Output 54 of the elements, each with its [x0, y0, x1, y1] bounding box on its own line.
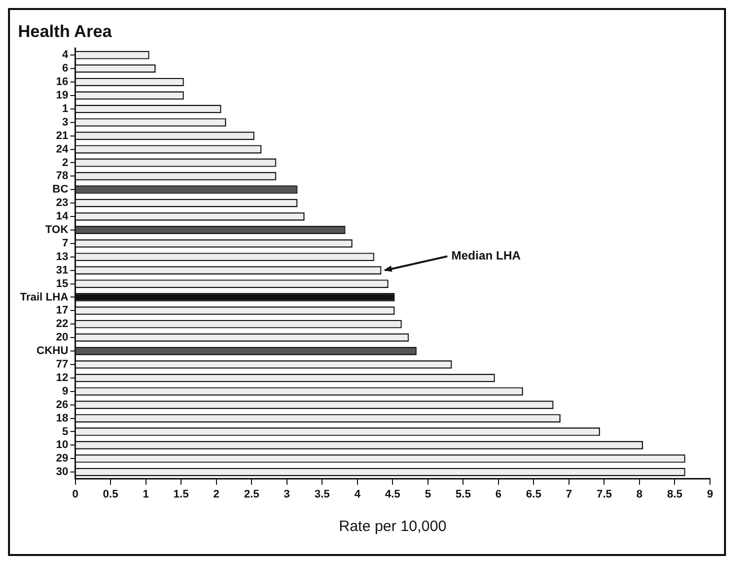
- x-tick-label: 9: [706, 488, 714, 500]
- y-tick-label: 78: [56, 170, 68, 182]
- y-tick-label: 23: [56, 197, 68, 210]
- x-tick-label: 4: [354, 488, 362, 500]
- y-tick-label: 22: [56, 318, 68, 330]
- x-tick-label: 1: [142, 488, 149, 500]
- x-tick-label: 1.5: [173, 488, 189, 500]
- y-tick-label: 15: [56, 278, 68, 290]
- y-tick-label: 12: [56, 372, 68, 384]
- y-tick-label: 1: [62, 102, 68, 115]
- y-tick-label: 4: [62, 49, 70, 62]
- y-tick-label: CKHU: [36, 345, 68, 358]
- x-tick-label: 5: [424, 488, 431, 500]
- y-tick-label: 17: [56, 304, 68, 317]
- x-tick-label: 2.5: [244, 488, 260, 500]
- x-tick-label: 7: [566, 488, 572, 500]
- x-axis-title: Rate per 10,000: [338, 518, 446, 536]
- y-tick-label: 14: [56, 210, 70, 223]
- y-tick-label: 24: [56, 143, 70, 156]
- y-tick-label: 29: [56, 452, 68, 465]
- y-tick-label: BC: [52, 184, 68, 196]
- x-tick-label: 5.5: [456, 488, 471, 500]
- y-tick-label: 9: [62, 385, 68, 398]
- y-tick-label: Trail LHA: [20, 291, 68, 304]
- y-tick-label: 10: [56, 439, 68, 452]
- x-tick-label: 8: [636, 488, 643, 500]
- annotation: Median LHA: [451, 248, 522, 263]
- y-tick-label: 7: [62, 237, 68, 250]
- chart-title: Health Area: [18, 22, 112, 41]
- x-tick-label: 3.5: [314, 488, 330, 500]
- y-tick-label: 19: [56, 90, 68, 102]
- y-tick-label: 5: [62, 426, 68, 438]
- y-tick-label: 21: [56, 130, 68, 142]
- y-tick-label: 20: [56, 332, 68, 344]
- x-tick-label: 3: [284, 488, 290, 500]
- y-tick-label: 6: [62, 62, 68, 75]
- y-tick-label: 13: [56, 250, 68, 263]
- y-tick-label: 16: [56, 76, 68, 88]
- x-tick-label: 0.5: [102, 488, 118, 500]
- y-tick-label: 26: [56, 398, 68, 411]
- x-tick-label: 2: [213, 488, 220, 500]
- x-tick-label: 4.5: [384, 488, 400, 500]
- y-tick-label: 30: [56, 466, 68, 478]
- x-tick-label: 6.5: [526, 488, 542, 500]
- x-tick-label: 8.5: [667, 488, 682, 500]
- y-tick-label: 31: [56, 264, 68, 276]
- y-tick-label: 2: [62, 156, 68, 169]
- y-tick-label: 77: [56, 358, 68, 371]
- x-tick-label: 7.5: [596, 488, 612, 500]
- x-tick-label: 0: [72, 488, 78, 500]
- x-tick-label: 6: [495, 488, 502, 500]
- y-tick-label: 18: [56, 412, 68, 424]
- y-tick-label: 3: [62, 116, 68, 128]
- y-tick-label: TOK: [45, 224, 68, 236]
